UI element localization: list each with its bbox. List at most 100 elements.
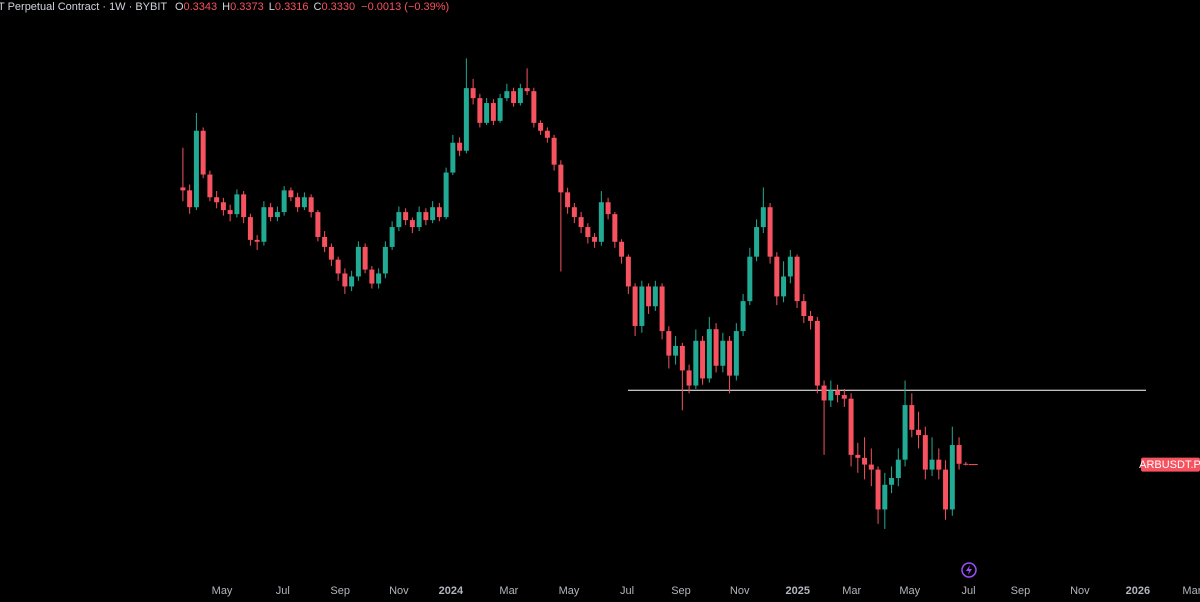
price-label-box xyxy=(1141,457,1200,472)
candle-body xyxy=(531,91,537,123)
candle-body xyxy=(700,340,706,379)
candle-body xyxy=(214,197,220,203)
candle-body xyxy=(747,256,753,302)
candle-body xyxy=(382,246,388,274)
ohlc-value: 0.3330 xyxy=(322,1,356,13)
candle-body xyxy=(430,207,436,221)
x-tick-label: 2024 xyxy=(439,585,464,597)
x-tick-label: Sep xyxy=(1011,585,1031,597)
x-tick-label: Sep xyxy=(330,585,350,597)
candle-body xyxy=(673,345,679,356)
ohlc-key: C xyxy=(314,1,322,13)
candle-body xyxy=(794,256,800,302)
x-tick-label: Jul xyxy=(620,585,634,597)
candle-body xyxy=(409,220,415,228)
candle-body xyxy=(720,340,726,366)
candle-body xyxy=(180,187,186,191)
candle-body xyxy=(774,256,780,297)
candle-body xyxy=(247,217,253,240)
x-tick-label: 2025 xyxy=(786,585,810,597)
candle-body xyxy=(443,172,449,218)
candle-body xyxy=(484,103,490,123)
candle-body xyxy=(943,469,949,510)
ohlc-key: H xyxy=(222,1,230,13)
icon-bolt xyxy=(966,565,972,575)
candle-body xyxy=(679,345,685,371)
candle-body xyxy=(450,142,456,173)
candle-body xyxy=(909,405,915,430)
x-tick-label: Sep xyxy=(671,585,691,597)
candle-body xyxy=(558,164,564,193)
candle-body xyxy=(781,276,787,297)
candle-body xyxy=(463,88,469,151)
candle-body xyxy=(416,212,422,228)
candle-body xyxy=(949,445,955,510)
candle-body xyxy=(274,212,280,218)
candle-body xyxy=(686,370,692,386)
lightning-icon[interactable] xyxy=(961,562,977,578)
candle-body xyxy=(477,98,483,123)
candle-body xyxy=(342,273,348,287)
candle-body xyxy=(855,454,861,458)
candle-body xyxy=(659,286,665,332)
candle-body xyxy=(713,329,719,366)
candle-body xyxy=(821,385,827,401)
candle-body xyxy=(598,202,604,242)
price-label: ARBUSDT.P xyxy=(1139,459,1200,471)
candle-body xyxy=(814,320,820,386)
candle-body xyxy=(835,390,841,396)
candle-body xyxy=(571,207,577,218)
candle-body xyxy=(376,273,382,284)
candle-body xyxy=(193,130,199,208)
candle-body xyxy=(538,122,544,131)
candle-body xyxy=(882,484,888,510)
candle-body xyxy=(956,445,962,464)
candle-body xyxy=(875,469,881,510)
candle-body xyxy=(754,227,760,257)
candle-body xyxy=(241,194,247,218)
candle-body xyxy=(787,256,793,277)
x-tick-label: Jul xyxy=(961,585,975,597)
candle-body xyxy=(565,192,571,208)
candle-body xyxy=(916,429,922,436)
candle-body xyxy=(612,214,618,242)
candle-body xyxy=(868,464,874,470)
candle-body xyxy=(693,340,699,386)
candle-body xyxy=(625,256,631,287)
candle-body xyxy=(632,286,638,326)
candle-body xyxy=(706,329,712,379)
candle-body xyxy=(895,459,901,479)
change: −0.0013 (−0.39%) xyxy=(361,1,449,13)
candle-body xyxy=(322,236,328,247)
candle-body xyxy=(457,142,463,151)
candle-body xyxy=(200,130,206,175)
candle-body xyxy=(929,459,935,470)
candle-body xyxy=(261,207,267,242)
x-tick-label: Nov xyxy=(1070,585,1090,597)
ohlc-value: 0.3343 xyxy=(184,1,218,13)
candle-body xyxy=(490,103,496,121)
candle-body xyxy=(666,331,672,356)
candle-body xyxy=(551,137,557,165)
x-tick-label: May xyxy=(212,585,233,597)
x-tick-label: Mar xyxy=(499,585,518,597)
candle-body xyxy=(902,405,908,460)
candle-body xyxy=(727,340,733,376)
candle-body xyxy=(470,88,476,99)
candle-body xyxy=(254,239,260,242)
candle-body xyxy=(220,202,226,211)
candle-body xyxy=(808,316,814,321)
candle-body xyxy=(524,88,530,92)
candle-body xyxy=(517,88,523,104)
candle-body xyxy=(801,301,807,317)
candle-body xyxy=(295,197,301,208)
candle-body xyxy=(423,212,429,221)
candle-body xyxy=(349,276,355,287)
candle-body xyxy=(335,259,341,274)
candle-body xyxy=(733,331,739,376)
candle-body xyxy=(605,202,611,215)
x-tick-label: Nov xyxy=(389,585,409,597)
candle-body xyxy=(234,194,240,215)
